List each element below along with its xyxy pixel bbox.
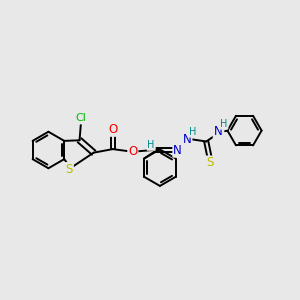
Text: N: N bbox=[214, 125, 222, 138]
Text: H: H bbox=[148, 140, 155, 150]
Text: H: H bbox=[220, 119, 228, 129]
Text: S: S bbox=[206, 157, 214, 169]
Text: S: S bbox=[65, 163, 73, 176]
Text: H: H bbox=[189, 127, 197, 137]
Text: Cl: Cl bbox=[76, 113, 86, 124]
Text: O: O bbox=[108, 123, 117, 136]
Text: O: O bbox=[128, 145, 137, 158]
Text: N: N bbox=[183, 133, 191, 146]
Text: N: N bbox=[173, 144, 182, 157]
